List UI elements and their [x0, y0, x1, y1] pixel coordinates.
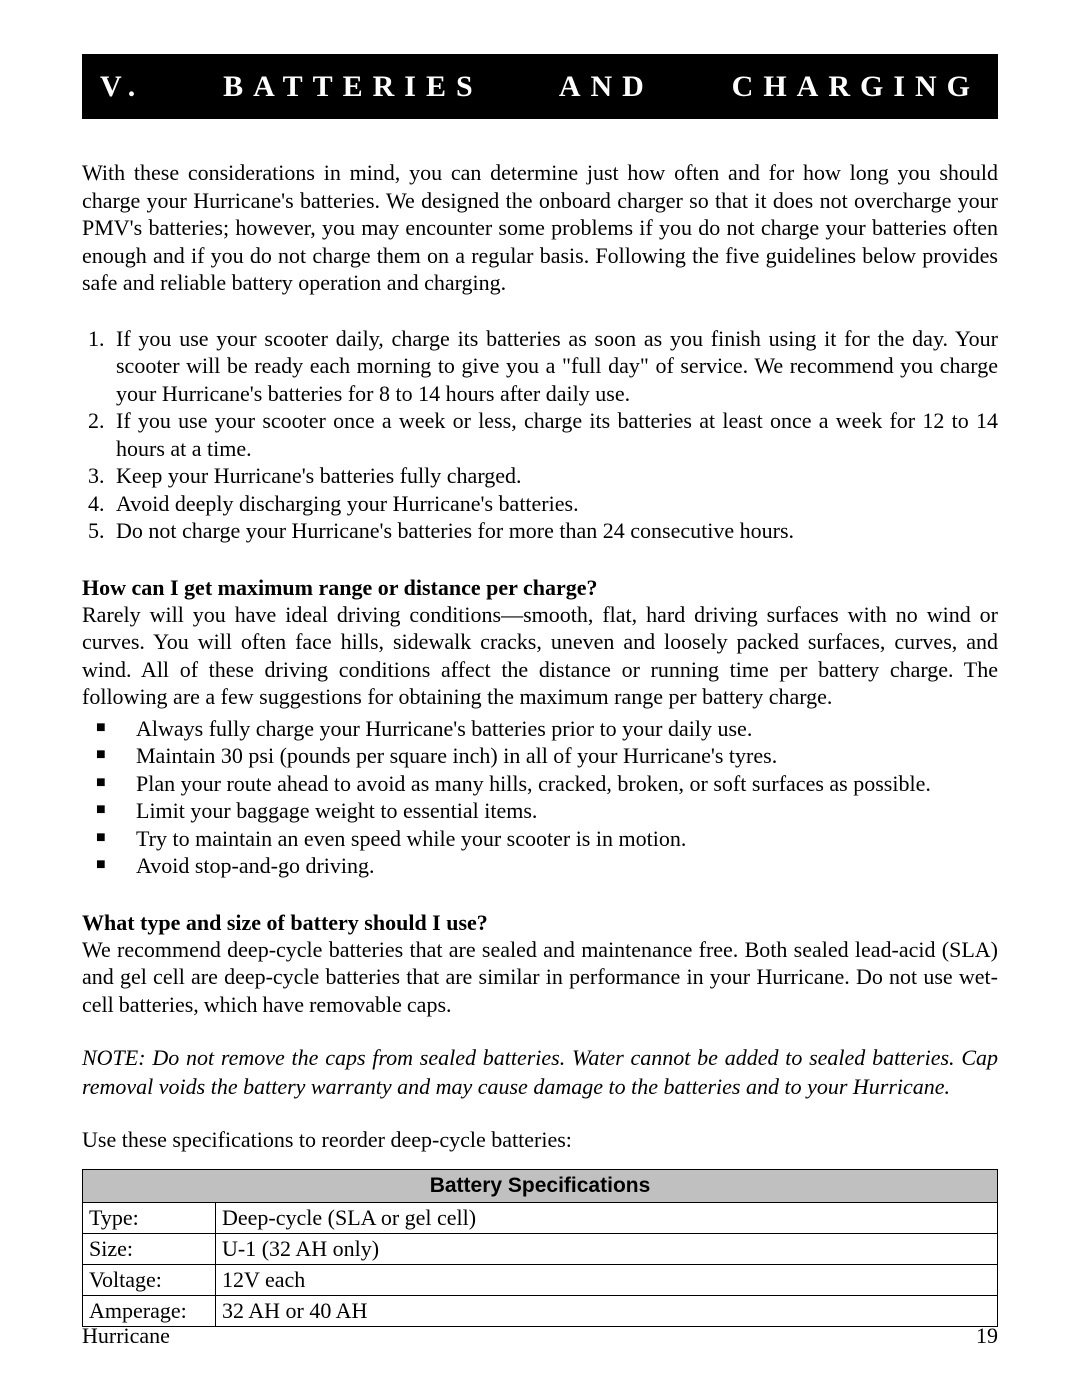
table-header-row: Battery Specifications — [83, 1170, 998, 1203]
guideline-item: If you use your scooter once a week or l… — [110, 407, 998, 462]
page-footer: Hurricane 19 — [82, 1323, 998, 1349]
section-banner: V. BATTERIES AND CHARGING — [82, 54, 998, 119]
question-2-heading: What type and size of battery should I u… — [82, 910, 998, 936]
table-row: Size: U-1 (32 AH only) — [83, 1234, 998, 1265]
intro-paragraph: With these considerations in mind, you c… — [82, 159, 998, 297]
guideline-item: Avoid deeply discharging your Hurricane'… — [110, 490, 998, 518]
spec-value: Deep-cycle (SLA or gel cell) — [216, 1203, 998, 1234]
spec-label: Size: — [83, 1234, 216, 1265]
range-tips-list: Always fully charge your Hurricane's bat… — [82, 715, 998, 880]
spec-label: Voltage: — [83, 1265, 216, 1296]
guideline-item: Do not charge your Hurricane's batteries… — [110, 517, 998, 545]
range-tip-item: Plan your route ahead to avoid as many h… — [114, 770, 998, 798]
page: V. BATTERIES AND CHARGING With these con… — [0, 0, 1080, 1397]
question-2-paragraph: We recommend deep-cycle batteries that a… — [82, 936, 998, 1019]
range-tip-item: Always fully charge your Hurricane's bat… — [114, 715, 998, 743]
table-header: Battery Specifications — [83, 1170, 998, 1203]
footer-left: Hurricane — [82, 1323, 170, 1349]
table-row: Voltage: 12V each — [83, 1265, 998, 1296]
question-1-paragraph: Rarely will you have ideal driving condi… — [82, 601, 998, 711]
guideline-item: Keep your Hurricane's batteries fully ch… — [110, 462, 998, 490]
warning-note: NOTE: Do not remove the caps from sealed… — [82, 1044, 998, 1101]
table-row: Type: Deep-cycle (SLA or gel cell) — [83, 1203, 998, 1234]
spec-value: U-1 (32 AH only) — [216, 1234, 998, 1265]
battery-spec-table: Battery Specifications Type: Deep-cycle … — [82, 1169, 998, 1327]
guidelines-list: If you use your scooter daily, charge it… — [82, 325, 998, 545]
range-tip-item: Maintain 30 psi (pounds per square inch)… — [114, 742, 998, 770]
range-tip-item: Limit your baggage weight to essential i… — [114, 797, 998, 825]
reorder-instruction: Use these specifications to reorder deep… — [82, 1127, 998, 1153]
guideline-item: If you use your scooter daily, charge it… — [110, 325, 998, 408]
range-tip-item: Avoid stop-and-go driving. — [114, 852, 998, 880]
spec-value: 12V each — [216, 1265, 998, 1296]
footer-right: 19 — [976, 1323, 998, 1349]
question-1-heading: How can I get maximum range or distance … — [82, 575, 998, 601]
range-tip-item: Try to maintain an even speed while your… — [114, 825, 998, 853]
spec-label: Type: — [83, 1203, 216, 1234]
